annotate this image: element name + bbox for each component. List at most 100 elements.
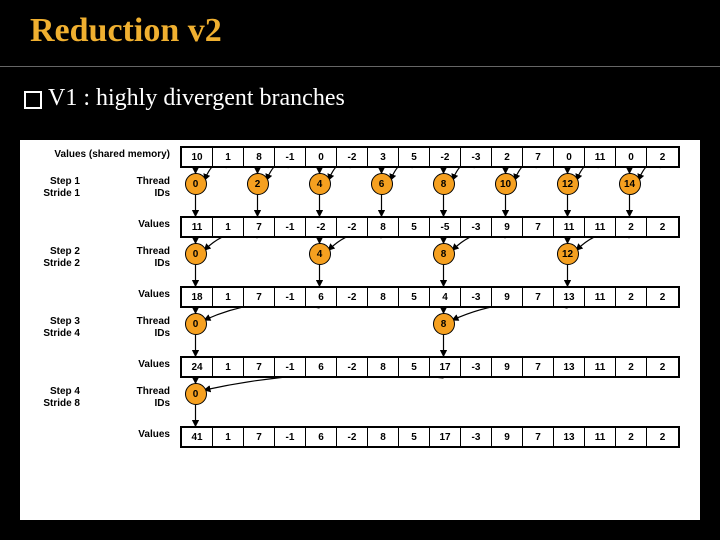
- row-label: Values (shared memory): [20, 149, 170, 161]
- value-cell: 2: [647, 288, 678, 306]
- thread-id-circle: 0: [185, 313, 207, 335]
- value-cell: 0: [616, 148, 647, 166]
- value-cell: -2: [337, 148, 368, 166]
- thread-id-circle: 0: [185, 383, 207, 405]
- value-cell: 5: [399, 358, 430, 376]
- value-cell: -3: [461, 148, 492, 166]
- value-cell: 11: [585, 148, 616, 166]
- thread-id-circle: 4: [309, 243, 331, 265]
- thread-id-circle: 8: [433, 313, 455, 335]
- value-cell: -2: [337, 428, 368, 446]
- value-cell: 7: [244, 428, 275, 446]
- value-cell: 2: [616, 428, 647, 446]
- slide: Reduction v2 V1 : highly divergent branc…: [0, 0, 720, 540]
- value-cell: 9: [492, 358, 523, 376]
- row-label: ThreadIDs: [110, 386, 170, 409]
- reduction-diagram: Values (shared memory)1018-10-235-2-3270…: [20, 140, 700, 520]
- value-cell: 6: [306, 428, 337, 446]
- value-cell: 41: [182, 428, 213, 446]
- value-cell: 13: [554, 358, 585, 376]
- thread-id-circle: 4: [309, 173, 331, 195]
- thread-id-circle: 12: [557, 243, 579, 265]
- row-label: Step 2Stride 2: [20, 246, 80, 269]
- value-cell: -2: [306, 218, 337, 236]
- value-cell: 9: [492, 218, 523, 236]
- value-cell: -1: [275, 218, 306, 236]
- value-cell: -2: [337, 358, 368, 376]
- value-cell: 7: [523, 428, 554, 446]
- value-cell: 9: [492, 428, 523, 446]
- value-cell: 13: [554, 288, 585, 306]
- value-cell: 7: [523, 358, 554, 376]
- value-cell: -3: [461, 428, 492, 446]
- value-cell: 7: [523, 148, 554, 166]
- value-cell: 8: [368, 428, 399, 446]
- row-label: Values: [110, 359, 170, 371]
- value-cell: -3: [461, 358, 492, 376]
- thread-id-circle: 6: [371, 173, 393, 195]
- value-cell: 0: [554, 148, 585, 166]
- value-cell: -1: [275, 428, 306, 446]
- value-cell: 7: [523, 288, 554, 306]
- value-cell: 11: [585, 358, 616, 376]
- value-cell: 1: [213, 218, 244, 236]
- value-cell: 17: [430, 358, 461, 376]
- value-cell: -1: [275, 148, 306, 166]
- value-cell: 4: [430, 288, 461, 306]
- title-area: Reduction v2: [0, 0, 720, 67]
- row-label: Step 1Stride 1: [20, 176, 80, 199]
- value-cell: -2: [430, 148, 461, 166]
- value-cell: 11: [585, 288, 616, 306]
- value-cell: 7: [523, 218, 554, 236]
- value-cell: 8: [244, 148, 275, 166]
- value-cell: 9: [492, 288, 523, 306]
- value-cell: 2: [647, 428, 678, 446]
- value-cell: 7: [244, 288, 275, 306]
- value-cell: 6: [306, 288, 337, 306]
- row-label: Step 3Stride 4: [20, 316, 80, 339]
- thread-id-circle: 8: [433, 243, 455, 265]
- value-cell: 11: [585, 218, 616, 236]
- value-cell: 5: [399, 288, 430, 306]
- value-cell: 2: [647, 358, 678, 376]
- value-cell: 7: [244, 358, 275, 376]
- thread-id-circle: 2: [247, 173, 269, 195]
- value-cell: 0: [306, 148, 337, 166]
- value-cell: 2: [492, 148, 523, 166]
- row-label: ThreadIDs: [110, 246, 170, 269]
- value-cell: 24: [182, 358, 213, 376]
- value-cell: -1: [275, 358, 306, 376]
- values-row: 1817-16-2854-397131122: [180, 286, 680, 308]
- value-cell: 2: [647, 218, 678, 236]
- value-cell: 2: [616, 358, 647, 376]
- slide-title: Reduction v2: [30, 12, 222, 49]
- row-label: Step 4Stride 8: [20, 386, 80, 409]
- value-cell: 2: [616, 218, 647, 236]
- thread-id-circle: 0: [185, 243, 207, 265]
- subtitle-area: V1 : highly divergent branches: [0, 67, 720, 127]
- row-label: ThreadIDs: [110, 176, 170, 199]
- value-cell: 5: [399, 428, 430, 446]
- value-cell: 17: [430, 428, 461, 446]
- value-cell: 3: [368, 148, 399, 166]
- row-label: Values: [110, 429, 170, 441]
- value-cell: 18: [182, 288, 213, 306]
- thread-id-circle: 8: [433, 173, 455, 195]
- value-cell: 11: [182, 218, 213, 236]
- value-cell: 8: [368, 218, 399, 236]
- thread-id-circle: 14: [619, 173, 641, 195]
- value-cell: 11: [554, 218, 585, 236]
- row-label: Values: [110, 289, 170, 301]
- value-cell: -2: [337, 218, 368, 236]
- value-cell: 5: [399, 218, 430, 236]
- value-cell: 1: [213, 148, 244, 166]
- thread-id-circle: 12: [557, 173, 579, 195]
- value-cell: -3: [461, 288, 492, 306]
- value-cell: 7: [244, 218, 275, 236]
- value-cell: 1: [213, 428, 244, 446]
- values-row: 1018-10-235-2-32701102: [180, 146, 680, 168]
- thread-id-circle: 10: [495, 173, 517, 195]
- value-cell: 8: [368, 358, 399, 376]
- row-label: Values: [110, 219, 170, 231]
- row-label: ThreadIDs: [110, 316, 170, 339]
